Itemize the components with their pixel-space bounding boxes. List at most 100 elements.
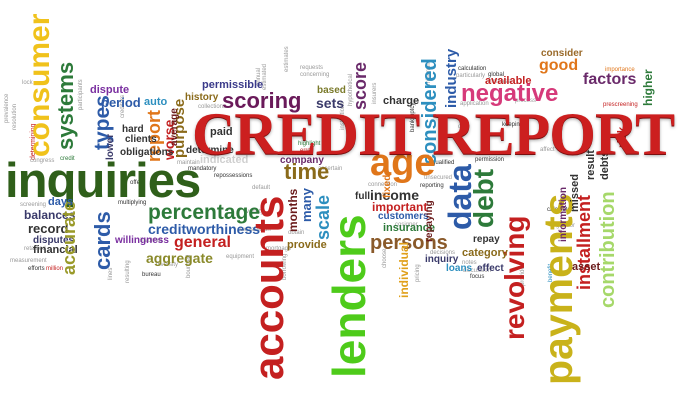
word: lenders — [323, 214, 375, 378]
word: individual — [397, 241, 411, 298]
tiny-word: participants — [78, 79, 84, 110]
word: age — [370, 142, 436, 184]
word: clients — [125, 134, 157, 145]
tiny-word: mortgage — [266, 246, 292, 252]
word: category — [462, 247, 508, 259]
word: history — [185, 92, 219, 103]
tiny-word: notes — [462, 260, 477, 266]
word: fixed — [382, 174, 393, 198]
word: time — [284, 159, 330, 184]
tiny-word: million — [46, 266, 64, 272]
tiny-word: connection — [368, 182, 398, 188]
word: factors — [583, 71, 637, 88]
tiny-word: calculation — [458, 66, 487, 72]
word: important — [372, 200, 428, 214]
word: systems — [53, 61, 78, 150]
tiny-word: qualified — [432, 160, 455, 166]
word: charge — [383, 95, 420, 107]
word: revolving — [499, 215, 530, 340]
word: company — [280, 155, 324, 166]
tiny-word: resolution — [12, 103, 18, 130]
word: consider — [541, 48, 583, 59]
word: effect — [477, 263, 504, 274]
tiny-word: obtain — [288, 230, 305, 236]
tiny-word: measurement — [10, 258, 47, 264]
word: sets — [316, 95, 345, 111]
word: asset — [572, 261, 601, 273]
word: days — [48, 196, 74, 208]
tiny-word: discussion — [463, 268, 492, 274]
tiny-word: process — [515, 98, 537, 104]
word: provide — [287, 239, 327, 251]
word: contribution — [597, 191, 619, 308]
tiny-word: lock — [22, 80, 33, 86]
tiny-word: resulting — [125, 260, 131, 283]
tiny-word: requests — [300, 65, 324, 71]
title: CREDIT REPORT — [192, 101, 675, 167]
word: insurance — [383, 222, 435, 234]
tiny-word: mandatory — [188, 166, 217, 172]
word: period — [101, 95, 141, 110]
tiny-word: maintain — [177, 160, 200, 166]
word: percentage — [148, 201, 261, 224]
tiny-word: bureau — [142, 272, 161, 278]
word: many — [299, 188, 314, 222]
tiny-word: unsecured — [424, 175, 453, 181]
tiny-word: explanation — [240, 227, 271, 233]
word: record — [28, 221, 69, 236]
word: accurate — [59, 200, 79, 275]
tiny-word: keeping — [502, 122, 524, 128]
tiny-word: ascertain — [318, 166, 343, 172]
word: scoring — [222, 88, 302, 113]
word: income — [370, 187, 420, 203]
tiny-word: collections — [198, 104, 227, 110]
word: accounts — [245, 195, 292, 380]
word: willingness — [115, 235, 169, 246]
tiny-word: grantor — [556, 223, 576, 229]
tiny-word: repossessions — [214, 173, 253, 179]
tiny-word: permission — [475, 157, 505, 163]
word: available — [485, 75, 532, 87]
tiny-word: involved — [140, 238, 163, 244]
tiny-word: default — [252, 185, 271, 191]
word: general — [174, 234, 231, 251]
tiny-word: error — [300, 148, 313, 154]
word: persons — [370, 232, 448, 254]
word: missed — [569, 174, 581, 212]
word: financial — [33, 244, 78, 256]
tiny-word: equipment — [226, 254, 255, 260]
word: lower — [105, 133, 116, 160]
word: determine — [186, 145, 234, 156]
word: cards — [90, 211, 115, 270]
tiny-word: efforts — [28, 266, 45, 272]
word: full — [355, 191, 370, 202]
tiny-word: prevalence — [4, 93, 10, 123]
tiny-word: affect — [540, 147, 555, 153]
word: disputes — [33, 235, 75, 246]
word: information — [558, 187, 569, 242]
word: inquiry — [425, 254, 459, 265]
word: permissible — [202, 79, 264, 91]
tiny-word: estimates — [284, 46, 290, 72]
word: paid — [210, 126, 233, 138]
word: negative — [461, 80, 559, 107]
word: industry — [443, 48, 460, 108]
word: repay — [473, 234, 500, 245]
tiny-word: date — [458, 124, 470, 130]
tiny-word: particularly — [456, 73, 486, 79]
word: dispute — [90, 84, 130, 96]
word: auto — [144, 96, 168, 108]
word: average — [169, 108, 180, 146]
tiny-word: offers — [130, 180, 145, 186]
tiny-word: congress — [30, 158, 55, 164]
tiny-word: calculated — [547, 207, 575, 213]
word: aggregate — [146, 250, 213, 266]
word: obligations — [120, 147, 174, 158]
tiny-word: retained — [24, 246, 46, 252]
word: inquiries — [5, 154, 201, 208]
word: good — [539, 57, 579, 74]
word: debt — [468, 168, 499, 228]
word: customers — [378, 211, 429, 222]
word: based — [317, 85, 346, 96]
